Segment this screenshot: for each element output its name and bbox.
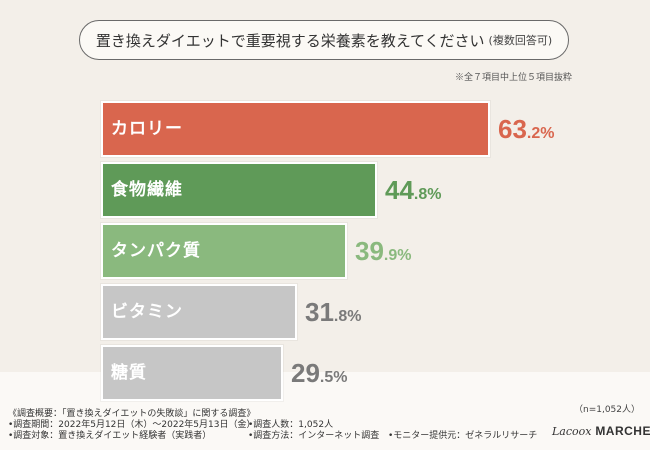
bar-value-label: 44.8% [385, 168, 442, 212]
bar-label: カロリー [111, 119, 183, 139]
bar [101, 345, 283, 401]
bar-value-decimal: .9% [383, 247, 412, 264]
chart-title-sub: (複数回答可) [488, 34, 553, 47]
bar [101, 162, 377, 218]
bar [101, 284, 297, 340]
bar [101, 223, 347, 279]
bar-label: タンパク質 [111, 241, 201, 261]
bar-value-integer: 39 [355, 236, 384, 266]
bar-value-integer: 29 [291, 358, 320, 388]
bar-value-decimal: .5% [319, 369, 348, 386]
chart-title: 置き換えダイエットで重要視する栄養素を教えてください (複数回答可) [79, 20, 569, 60]
bar-value-label: 29.5% [291, 351, 348, 395]
bar-value-integer: 31 [305, 297, 334, 327]
bar-value-label: 63.2% [498, 107, 555, 151]
survey-method: •調査方法：インターネット調査 [248, 431, 380, 441]
brand-logo-name: MARCHE [595, 424, 650, 438]
brand-logo: Lacoox MARCHE [552, 424, 650, 438]
survey-period: •調査期間：2022年5月12日（木）〜2022年5月13日（金） [8, 420, 256, 430]
bar-value-decimal: .2% [526, 125, 555, 142]
survey-target: •調査対象：置き換えダイエット経験者（実践者） [8, 431, 212, 441]
sample-size: （n=1,052人） [573, 405, 640, 415]
brand-logo-script: Lacoox [552, 425, 592, 438]
bar-label: 糖質 [111, 363, 147, 383]
bar-value-decimal: .8% [413, 186, 442, 203]
bar-value-integer: 63 [498, 114, 527, 144]
chart-note: ※全７項目中上位５項目抜粋 [454, 73, 572, 83]
bar-label: 食物繊維 [111, 180, 183, 200]
bar-value-integer: 44 [385, 175, 414, 205]
chart-title-text: 置き換えダイエットで重要視する栄養素を教えてください [95, 31, 485, 50]
bar [101, 101, 490, 157]
bar-value-label: 39.9% [355, 229, 412, 273]
bar-label: ビタミン [111, 302, 183, 322]
bar-value-label: 31.8% [305, 290, 362, 334]
bar-value-decimal: .8% [333, 308, 362, 325]
survey-count: •調査人数：1,052人 [248, 420, 334, 430]
survey-provider: •モニター提供元：ゼネラルリサーチ [388, 431, 538, 441]
survey-title: 《調査概要：「置き換えダイエットの失敗談」に関する調査》 [8, 409, 256, 419]
